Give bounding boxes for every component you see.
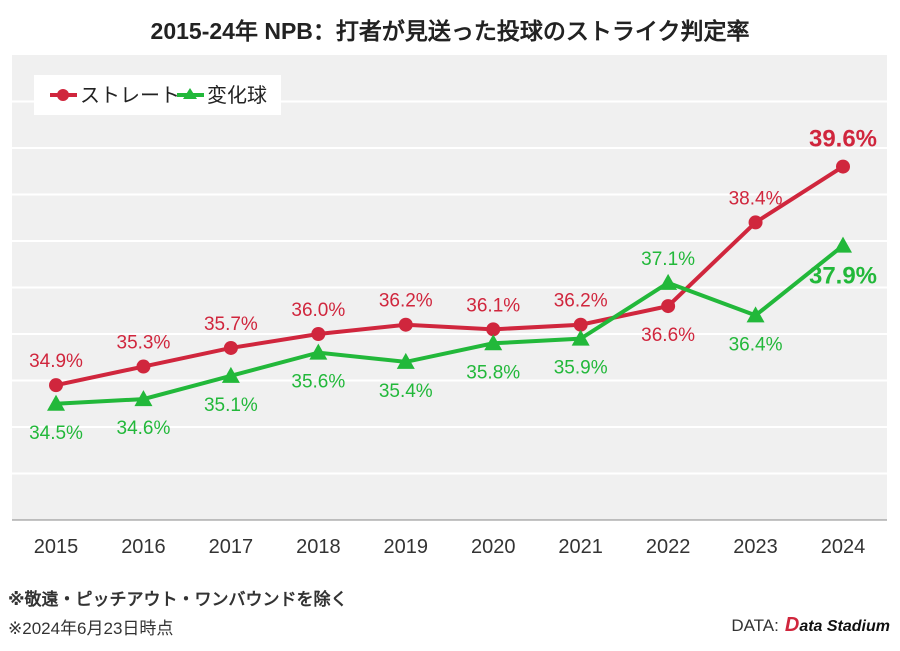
x-tick-label: 2017 [209,536,254,558]
data-point [573,317,588,332]
data-point [748,215,763,230]
data-point [221,366,240,383]
data-point [484,334,503,351]
data-point [396,352,415,369]
x-tick-label: 2020 [471,536,516,558]
x-tick-label: 2019 [384,536,429,558]
data-label: 34.5% [29,423,83,444]
data-point [398,317,413,332]
chart-title: 2015-24年 NPB：打者が見送った投球のストライク判定率 [150,18,750,44]
x-tick-label: 2023 [733,536,778,558]
legend-label-straight: ストレート [80,85,180,107]
data-label: 35.8% [466,362,520,383]
data-stadium-logo: Data Stadium [784,614,890,636]
data-point [571,329,590,346]
data-point [659,273,678,290]
data-point [486,322,501,337]
series-line-straight [55,164,845,388]
data-label: 36.4% [729,334,783,355]
data-point [134,390,153,407]
legend-marker-circle [57,89,69,101]
legend-marker-triangle [183,88,197,99]
data-label: 36.6% [641,325,695,346]
data-label: 35.6% [291,372,345,393]
source-label: DATA: [731,615,779,635]
data-point [311,327,326,341]
note-date: ※2024年6月23日時点 [8,619,174,638]
data-point [309,343,328,360]
note-exclusions: ※敬遠・ピッチアウト・ワンバウンドを除く [8,590,348,609]
data-label: 35.9% [554,358,608,379]
data-label: 36.0% [291,300,345,321]
data-label: 34.6% [117,418,171,439]
data-point [136,359,151,374]
data-label: 36.1% [466,295,520,316]
data-label: 38.4% [729,188,783,209]
series-line-breaking [55,244,845,406]
data-label: 36.2% [379,291,433,312]
data-label: 37.1% [641,249,695,270]
data-label: 37.9% [809,263,877,290]
x-tick-label: 2018 [296,536,341,558]
x-tick-label: 2015 [34,536,79,558]
data-point [49,378,63,393]
data-label: 35.3% [117,333,171,354]
legend-label-breaking: 変化球 [207,84,267,107]
x-tick-label: 2016 [121,536,166,558]
x-tick-label: 2022 [646,536,691,558]
x-tick-label: 2021 [558,536,603,558]
data-point [661,299,676,314]
data-label: 35.1% [204,395,258,416]
data-label: 35.4% [379,381,433,402]
x-tick-label: 2024 [821,536,866,558]
data-point [836,159,850,174]
data-label: 35.7% [204,314,258,335]
data-point [47,394,65,411]
data-label: 39.6% [809,126,877,153]
data-point [834,236,852,253]
data-label: 34.9% [29,351,83,372]
data-label: 36.2% [554,291,608,312]
data-source: DATA: Data Stadium [731,614,890,637]
data-point [746,306,765,323]
data-point [223,340,238,355]
